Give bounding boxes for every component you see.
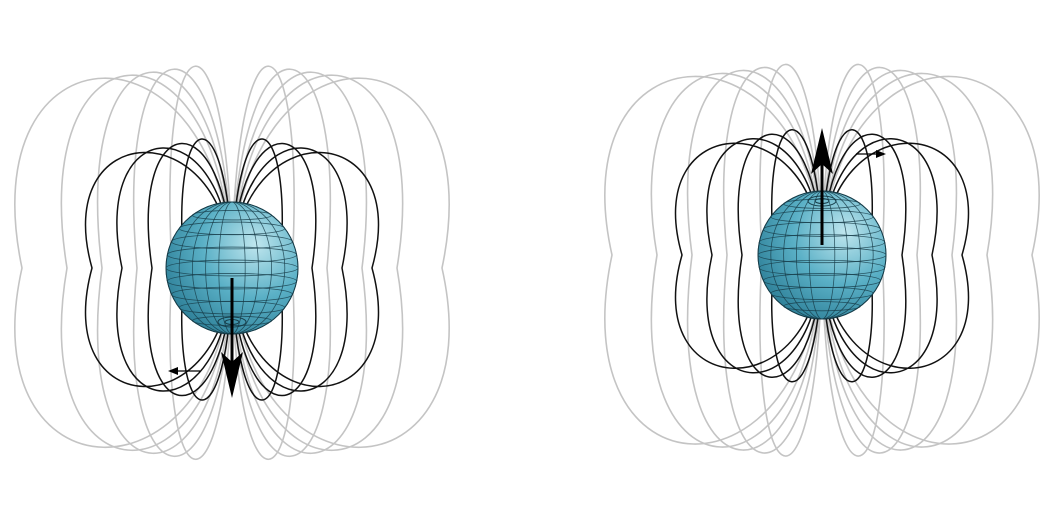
circulation-arrow <box>168 367 200 375</box>
field-line-back <box>14 77 233 449</box>
field-line-front <box>116 147 233 392</box>
field-line-front <box>231 142 317 397</box>
field-line-front <box>674 142 823 369</box>
moment-arrow-head <box>221 352 243 398</box>
field-line-back <box>231 68 331 457</box>
field-line-front <box>147 142 233 397</box>
field-lines-front <box>84 138 380 401</box>
field-line-back <box>821 75 1040 445</box>
circulation-arrow-head <box>168 367 178 375</box>
field-line-front <box>706 138 823 374</box>
sphere <box>165 201 299 335</box>
magnetic-moment-arrow <box>221 278 243 398</box>
field-line-front <box>821 138 938 374</box>
field-line-back <box>231 77 450 449</box>
dipole-diagram-left <box>14 65 450 460</box>
field-line-back <box>723 66 823 454</box>
field-line-front <box>737 133 823 378</box>
field-lines-front <box>674 129 970 383</box>
field-line-back <box>231 71 368 455</box>
field-line-front <box>84 151 233 388</box>
field-line-back <box>604 75 823 445</box>
field-line-back <box>821 69 958 451</box>
field-line-front <box>231 147 348 392</box>
field-line-back <box>821 66 921 454</box>
field-line-front <box>821 133 907 378</box>
field-line-back <box>96 71 233 455</box>
circulation-arrow <box>856 150 886 158</box>
field-line-front <box>821 142 970 369</box>
field-line-front <box>231 151 380 388</box>
circulation-arrow-head <box>876 150 886 158</box>
field-line-back <box>60 74 233 451</box>
field-line-back <box>231 74 404 451</box>
field-lines-back <box>14 65 450 460</box>
field-line-back <box>686 69 823 451</box>
magnetic-moment-arrow <box>811 128 833 245</box>
field-line-back <box>133 68 233 457</box>
dipole-diagram-right <box>604 63 1040 457</box>
field-line-back <box>650 72 823 448</box>
field-line-back <box>821 72 994 448</box>
moment-arrow-head <box>811 128 833 174</box>
